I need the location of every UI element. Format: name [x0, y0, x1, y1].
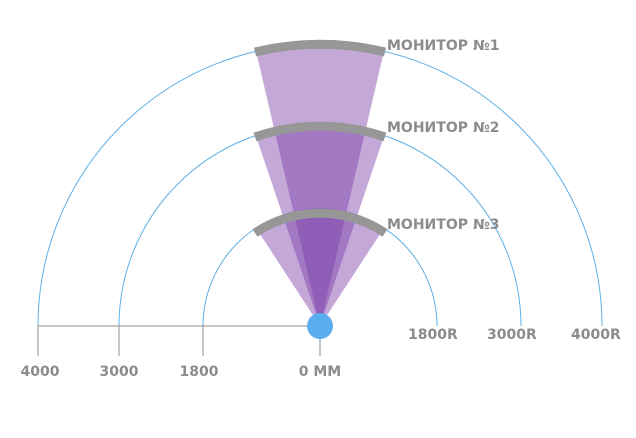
scale-label: 1800 — [180, 364, 219, 380]
curvature-label: 4000R — [571, 327, 621, 343]
monitor-label: МОНИТОР №2 — [387, 120, 499, 136]
wedge-1 — [256, 43, 384, 326]
wedge-3 — [256, 208, 384, 326]
monitor-2 — [253, 121, 387, 142]
monitor-label: МОНИТОР №1 — [387, 38, 499, 54]
monitor-label: МОНИТОР №3 — [387, 217, 499, 233]
monitors — [252, 39, 388, 237]
curvature-label: 3000R — [487, 327, 537, 343]
scale-label: 0 MM — [299, 364, 341, 380]
scale-axis — [37, 325, 321, 356]
wedge-2 — [256, 125, 384, 326]
monitor-1 — [253, 39, 387, 57]
curvature-label: 1800R — [408, 327, 458, 343]
scale-label: 4000 — [21, 364, 60, 380]
viewer — [307, 313, 333, 339]
scale-label: 3000 — [100, 364, 139, 380]
view-wedges — [256, 43, 384, 326]
monitor-3 — [252, 208, 388, 237]
